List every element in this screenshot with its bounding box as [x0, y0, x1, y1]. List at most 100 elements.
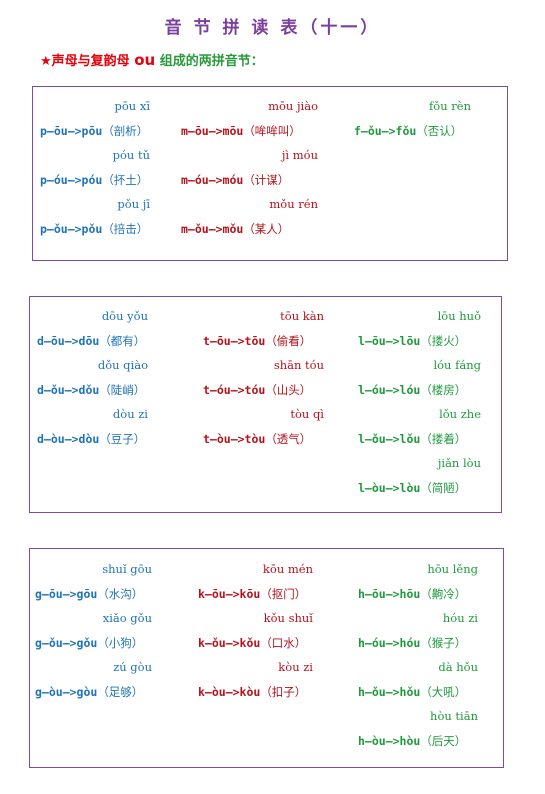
word-label: （口水）: [260, 636, 307, 650]
spelling-formula: h—ǒu—>hǒu: [358, 685, 421, 699]
word-label: （哞哞叫）: [243, 124, 301, 138]
spelling-row: h—òu—>hòu（后天）: [358, 733, 466, 749]
pinyin-label: póu tǔ: [112, 148, 150, 162]
spelling-formula: l—ōu—>lōu: [358, 334, 421, 348]
word-label: （抠门）: [260, 587, 307, 601]
pinyin-label: kǒu shuǐ: [263, 611, 313, 625]
spelling-row: d—ǒu—>dǒu（陡峭）: [37, 382, 145, 398]
word-label: （剖析）: [102, 124, 149, 138]
word-label: （搂着）: [420, 432, 467, 446]
spelling-formula: h—òu—>hòu: [358, 734, 421, 748]
spelling-row: m—óu—>móu（计谋）: [181, 172, 289, 188]
spelling-formula: g—ōu—>gōu: [35, 587, 98, 601]
star-icon: ★: [40, 54, 52, 69]
pinyin-label: tòu qì: [290, 407, 324, 421]
word-label: （简陋）: [420, 481, 467, 495]
pinyin-label: kōu mén: [262, 562, 313, 576]
spelling-formula: p—óu—>póu: [40, 173, 103, 187]
spelling-row: l—ōu—>lōu（搂火）: [358, 333, 466, 349]
spelling-row: p—ōu—>pōu（剖析）: [40, 123, 148, 139]
spelling-row: l—óu—>lóu（楼房）: [358, 382, 466, 398]
spelling-row: l—ǒu—>lǒu（搂着）: [358, 431, 466, 447]
spelling-row: h—ōu—>hōu（齁冷）: [358, 586, 466, 602]
pinyin-label: xiǎo gǒu: [102, 611, 152, 625]
spelling-formula: d—ǒu—>dǒu: [37, 383, 100, 397]
spelling-formula: h—ōu—>hōu: [358, 587, 421, 601]
pinyin-label: jiǎn lòu: [437, 456, 481, 470]
word-label: （透气）: [265, 432, 312, 446]
pinyin-label: tōu kàn: [280, 309, 324, 323]
word-label: （水沟）: [97, 587, 144, 601]
spelling-row: p—óu—>póu（抔土）: [40, 172, 148, 188]
spelling-formula: d—òu—>dòu: [37, 432, 100, 446]
pinyin-label: hóu zi: [442, 611, 478, 625]
pinyin-label: mōu jiào: [268, 99, 318, 113]
word-label: （计谋）: [243, 173, 290, 187]
spelling-formula: l—ǒu—>lǒu: [358, 432, 421, 446]
section-box-2: [29, 296, 502, 513]
word-label: （齁冷）: [420, 587, 467, 601]
spelling-formula: t—óu—>tóu: [203, 383, 266, 397]
pinyin-label: jì móu: [281, 148, 318, 162]
spelling-formula: t—òu—>tòu: [203, 432, 266, 446]
pinyin-label: dōu yǒu: [101, 309, 148, 323]
pinyin-label: pǒu jī: [117, 197, 150, 211]
subtitle-ou: ou: [134, 51, 156, 69]
word-label: （山头）: [265, 383, 312, 397]
pinyin-label: dǒu qiào: [97, 358, 148, 372]
spelling-formula: m—ǒu—>mǒu: [181, 222, 244, 236]
spelling-row: m—ǒu—>mǒu（某人）: [181, 221, 289, 237]
spelling-formula: g—òu—>gòu: [35, 685, 98, 699]
spelling-row: k—ǒu—>kǒu（口水）: [198, 635, 306, 651]
spelling-formula: l—óu—>lóu: [358, 383, 421, 397]
spelling-formula: h—óu—>hóu: [358, 636, 421, 650]
spelling-formula: g—ǒu—>gǒu: [35, 636, 98, 650]
word-label: （小狗）: [97, 636, 144, 650]
pinyin-label: mǒu rén: [269, 197, 318, 211]
spelling-row: t—òu—>tòu（透气）: [203, 431, 311, 447]
pinyin-label: hòu tiān: [430, 709, 478, 723]
spelling-formula: m—ōu—>mōu: [181, 124, 244, 138]
pinyin-label: shān tóu: [273, 358, 324, 372]
subtitle-text-1: 声母与复韵母: [51, 54, 130, 69]
section-box-3: [29, 548, 504, 768]
spelling-row: d—ōu—>dōu（都有）: [37, 333, 145, 349]
spelling-formula: k—ōu—>kōu: [198, 587, 261, 601]
spelling-formula: m—óu—>móu: [181, 173, 244, 187]
word-label: （都有）: [99, 334, 146, 348]
spelling-formula: t—ōu—>tōu: [203, 334, 266, 348]
spelling-row: h—óu—>hóu（猴子）: [358, 635, 466, 651]
pinyin-label: hōu lěng: [427, 562, 478, 576]
spelling-row: h—ǒu—>hǒu（大吼）: [358, 684, 466, 700]
spelling-row: g—ǒu—>gǒu（小狗）: [35, 635, 143, 651]
pinyin-label: lōu huǒ: [437, 309, 481, 323]
pinyin-label: dòu zi: [112, 407, 148, 421]
pinyin-label: zú gòu: [113, 660, 152, 674]
pinyin-label: lóu fáng: [433, 358, 481, 372]
spelling-formula: d—ōu—>dōu: [37, 334, 100, 348]
pinyin-label: fǒu rèn: [429, 99, 471, 113]
spelling-row: k—òu—>kòu（扣子）: [198, 684, 306, 700]
word-label: （猴子）: [420, 636, 467, 650]
word-label: （大吼）: [420, 685, 467, 699]
word-label: （抔土）: [102, 173, 149, 187]
pinyin-label: pōu xī: [114, 99, 150, 113]
word-label: （否认）: [416, 124, 463, 138]
word-label: （陡峭）: [99, 383, 146, 397]
pinyin-label: shuǐ gōu: [102, 562, 152, 576]
word-label: （豆子）: [99, 432, 146, 446]
spelling-row: d—òu—>dòu（豆子）: [37, 431, 145, 447]
section-box-1: [32, 86, 508, 261]
pinyin-label: lǒu zhe: [439, 407, 481, 421]
spelling-row: f—ǒu—>fǒu（否认）: [354, 123, 462, 139]
spelling-formula: f—ǒu—>fǒu: [354, 124, 417, 138]
pinyin-label: kòu zi: [278, 660, 313, 674]
spelling-row: g—òu—>gòu（足够）: [35, 684, 143, 700]
spelling-formula: l—òu—>lòu: [358, 481, 421, 495]
word-label: （搂火）: [420, 334, 467, 348]
spelling-row: p—ǒu—>pǒu（掊击）: [40, 221, 148, 237]
spelling-row: t—ōu—>tōu（偷看）: [203, 333, 311, 349]
spelling-row: t—óu—>tóu（山头）: [203, 382, 311, 398]
subtitle: ★声母与复韵母 ou 组成的两拼音节：: [40, 50, 264, 69]
spelling-formula: p—ōu—>pōu: [40, 124, 103, 138]
